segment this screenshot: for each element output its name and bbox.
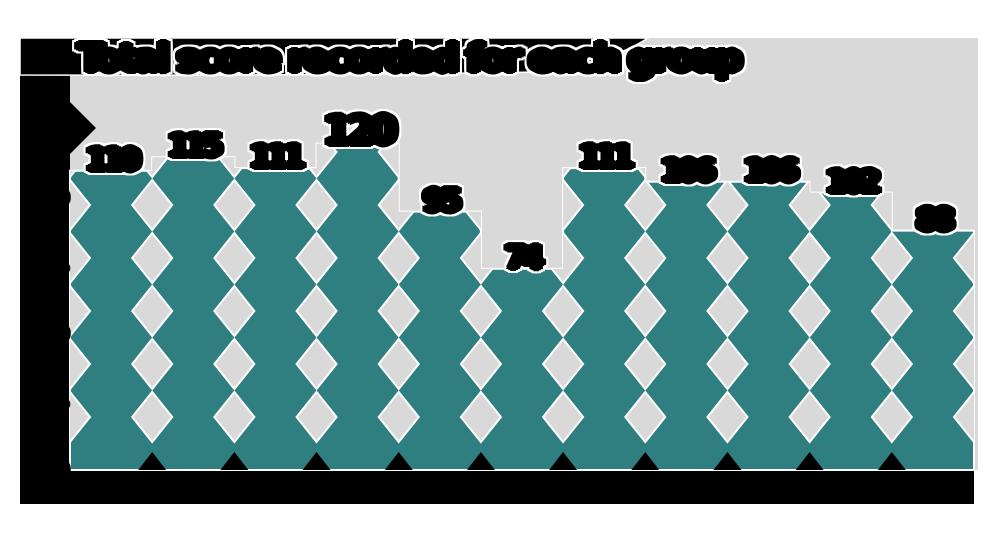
bar-value-label: 120 xyxy=(323,108,397,154)
x-axis-label: Sep xyxy=(749,472,793,500)
bar-value-label: 115 xyxy=(168,128,223,164)
x-axis-label: Jul xyxy=(592,472,619,500)
y-axis-tick-label: 125 xyxy=(27,116,70,144)
x-axis-label: Jan xyxy=(95,472,130,500)
y-axis-tick-label: 0 xyxy=(53,456,70,484)
bar-value-label: 88 xyxy=(916,202,954,238)
title-band xyxy=(19,37,651,76)
y-axis-tick-label: 75 xyxy=(40,252,70,280)
x-axis-label: Apr xyxy=(340,472,380,500)
x-axis-label: Mar xyxy=(255,472,299,500)
bar-value-label: 111 xyxy=(579,139,634,175)
y-axis-tick-label: 25 xyxy=(40,388,70,416)
y-axis-label-strip xyxy=(20,40,96,504)
bar-value-label: 111 xyxy=(250,139,305,175)
chart-title: Total score recorded for each group xyxy=(78,36,742,80)
x-axis-label: Oct xyxy=(833,472,872,500)
bar-value-label: 102 xyxy=(826,164,881,200)
bar-value-label: 106 xyxy=(661,153,716,189)
bar-value-label: 74 xyxy=(505,240,543,276)
x-axis-label: Nov xyxy=(912,472,957,500)
x-axis-label: Feb xyxy=(174,472,216,500)
bar-value-label: 95 xyxy=(423,183,461,219)
x-axis-label: May xyxy=(418,472,466,500)
x-axis-label: Jun xyxy=(506,472,541,500)
bar-value-label: 106 xyxy=(744,153,799,189)
y-axis-tick-label: 50 xyxy=(40,320,70,348)
y-axis-tick-label: 100 xyxy=(27,184,70,212)
x-axis-label: Aug xyxy=(665,472,711,500)
bar-value-label: 110 xyxy=(86,142,141,178)
